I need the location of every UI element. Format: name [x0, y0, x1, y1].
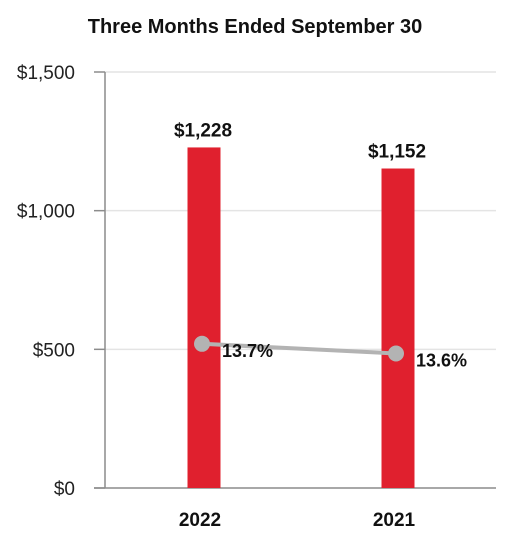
bar-value-label: $1,228: [174, 120, 232, 141]
x-tick-label: 2021: [373, 510, 416, 531]
ratio-point: [388, 345, 404, 362]
bars: $1,228 $1,152: [174, 120, 426, 488]
x-axis-ticks: 2022 2021: [179, 510, 416, 531]
x-tick-label: 2022: [179, 510, 221, 531]
y-tick-label: $1,500: [17, 63, 75, 84]
y-tick-label: $0: [54, 479, 75, 500]
ratio-point: [194, 335, 210, 352]
bar-value-label: $1,152: [368, 142, 426, 163]
bar-2022: [187, 147, 221, 488]
ratio-label: 13.7%: [222, 341, 273, 361]
chart-title: Three Months Ended September 30: [88, 16, 423, 38]
ratio-label: 13.6%: [416, 350, 467, 370]
ratio-line: 13.7% 13.6%: [194, 335, 467, 370]
gridlines: [105, 71, 496, 351]
ratio-line-segment: [200, 341, 398, 356]
bar-2021: [381, 168, 415, 488]
y-axis-ticks: $0 $500 $1,000 $1,500: [17, 63, 496, 500]
y-tick-label: $1,000: [17, 202, 75, 223]
y-tick-label: $500: [33, 340, 75, 361]
